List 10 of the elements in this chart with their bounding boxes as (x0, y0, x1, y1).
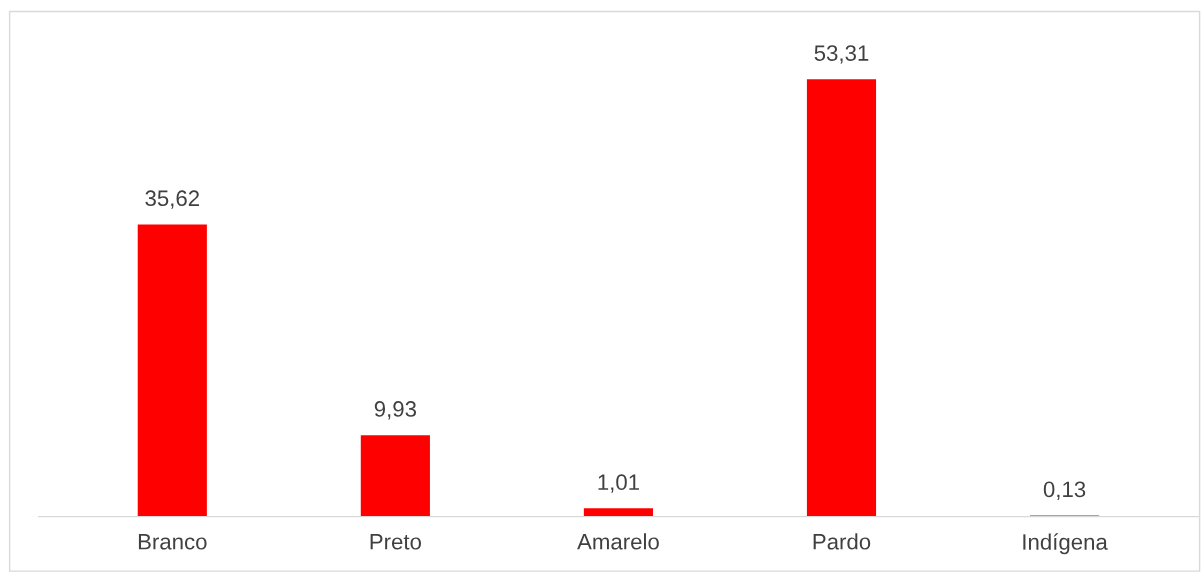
x-tick-label: Preto (370, 534, 421, 550)
x-tick-label: Amarelo (577, 533, 659, 550)
data-label: 9,93 (374, 401, 417, 420)
x-tick-label: Pardo (813, 533, 871, 550)
x-tick-label: Indígena (1023, 533, 1108, 555)
data-label: 0,13 (1043, 481, 1086, 500)
x-tick-label: Branco (138, 534, 207, 550)
data-label: 35,62 (145, 190, 199, 209)
data-label: 53,31 (814, 45, 869, 64)
data-label: 1,01 (598, 474, 639, 493)
